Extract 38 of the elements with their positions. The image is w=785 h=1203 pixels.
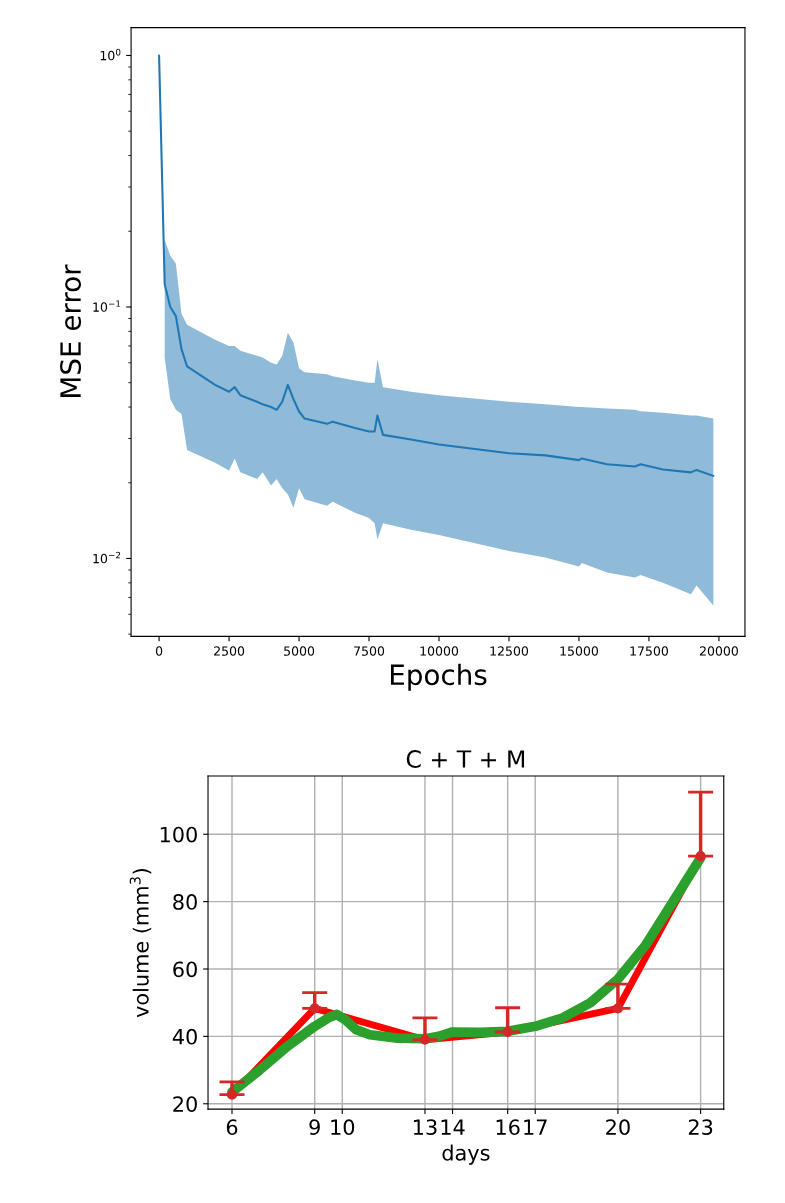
point	[226, 1089, 238, 1100]
x-tick-label: 23	[688, 1119, 713, 1136]
x-tick-label: 0	[155, 646, 163, 656]
line-series	[158, 54, 715, 477]
x-tick-label: 14	[441, 1119, 465, 1135]
y-tick-label: 60	[173, 961, 197, 978]
y-axis-title: volume (mm$^{3}$)	[129, 869, 152, 1018]
y-tick-label: 80	[173, 894, 197, 910]
x-tick-label: 16	[496, 1119, 520, 1136]
point	[502, 1026, 513, 1038]
y-tick-label: 10$^{−2}$	[93, 551, 121, 564]
point	[419, 1034, 431, 1045]
y-tick-label: 20	[173, 1096, 197, 1112]
x-tick-label: 20000	[699, 646, 738, 656]
point	[612, 1003, 624, 1014]
x-tick-label: 17	[524, 1119, 547, 1135]
x-tick-label: 10000	[420, 646, 459, 656]
y-tick-label: 10$^{−1}$	[93, 300, 121, 312]
x-tick-label: 9	[309, 1119, 320, 1136]
x-tick-label: 15000	[560, 646, 599, 656]
x-tick-label: 20	[606, 1119, 630, 1136]
x-tick-label: 2500	[214, 646, 245, 656]
y-tick-label: 40	[172, 1028, 197, 1045]
x-tick-label: 13	[414, 1119, 437, 1136]
x-axis-title: Epochs	[390, 663, 487, 691]
y-axis-title: MSE error	[60, 264, 82, 397]
x-tick-label: 10	[331, 1119, 355, 1136]
point	[695, 851, 706, 862]
x-tick-label: 7500	[354, 646, 385, 656]
y-tick-label: 100	[160, 826, 197, 843]
y-tick-label: 10$^{0}$	[100, 48, 121, 61]
point	[309, 1003, 320, 1014]
x-tick-label: 12500	[490, 646, 529, 656]
x-tick-label: 5000	[284, 646, 315, 656]
chart-title: C + T + M	[406, 750, 525, 768]
x-axis-title: days	[442, 1144, 490, 1165]
x-tick-label: 6	[226, 1119, 238, 1136]
x-tick-label: 17500	[630, 646, 668, 656]
